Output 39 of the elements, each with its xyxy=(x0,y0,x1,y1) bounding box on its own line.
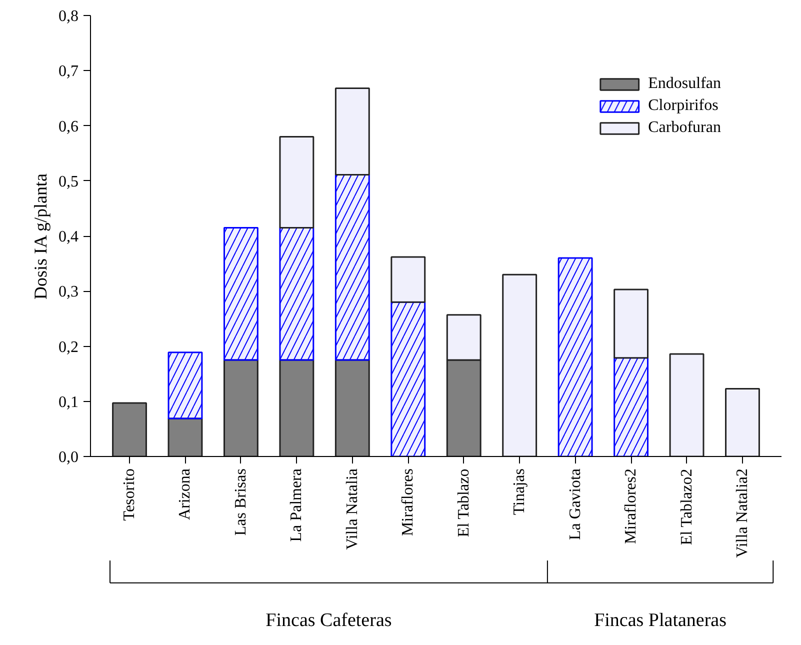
x-tick-label: Miraflores xyxy=(400,468,417,536)
y-tick-label: 0,4 xyxy=(58,228,78,246)
y-axis-title: Dosis IA g/planta xyxy=(30,173,50,300)
bar xyxy=(502,274,538,456)
bar xyxy=(334,88,370,176)
x-tick-label: El Tablazo xyxy=(455,468,472,538)
bar xyxy=(223,359,258,456)
legend-label: Clorpirifos xyxy=(648,97,718,115)
bar xyxy=(614,288,649,359)
y-tick-label: 0,0 xyxy=(58,449,78,466)
bar xyxy=(334,359,370,456)
legend-label: Endosulfan xyxy=(648,75,721,93)
bar xyxy=(669,353,704,456)
y-tick-label: 0,3 xyxy=(58,284,78,301)
y-tick-label: 0,8 xyxy=(58,8,78,25)
x-tick-label: Las Brisas xyxy=(232,468,250,536)
x-tick-label: Miraflores2 xyxy=(622,468,640,544)
x-tick-label: Arizona xyxy=(176,468,194,520)
y-tick-label: 0,7 xyxy=(58,63,78,80)
text: Fincas Cafeteras xyxy=(266,610,392,631)
x-tick-label: Villa Natalia xyxy=(344,468,361,550)
y-tick-label: 0,2 xyxy=(58,338,78,356)
x-tick-label: Tinajas xyxy=(511,468,528,516)
bar xyxy=(390,256,426,303)
x-tick-label: El Tablazo2 xyxy=(678,468,696,546)
bar xyxy=(279,136,314,228)
y-tick-label: 0,5 xyxy=(58,173,78,190)
y-tick-label: 0,1 xyxy=(58,394,78,411)
x-tick-label: La Palmera xyxy=(288,468,306,542)
x-tick-label: La Gaviota xyxy=(566,468,584,540)
bar xyxy=(725,388,760,456)
legend-label: Carbofuran xyxy=(648,119,721,137)
y-tick-label: 0,6 xyxy=(58,118,78,136)
bar xyxy=(168,418,203,456)
bar xyxy=(279,359,314,456)
x-tick-label: Tesorito xyxy=(121,468,138,521)
bar xyxy=(112,402,147,456)
text: Fincas Plataneras xyxy=(594,610,727,631)
x-tick-label: Villa Natalia2 xyxy=(734,468,751,558)
